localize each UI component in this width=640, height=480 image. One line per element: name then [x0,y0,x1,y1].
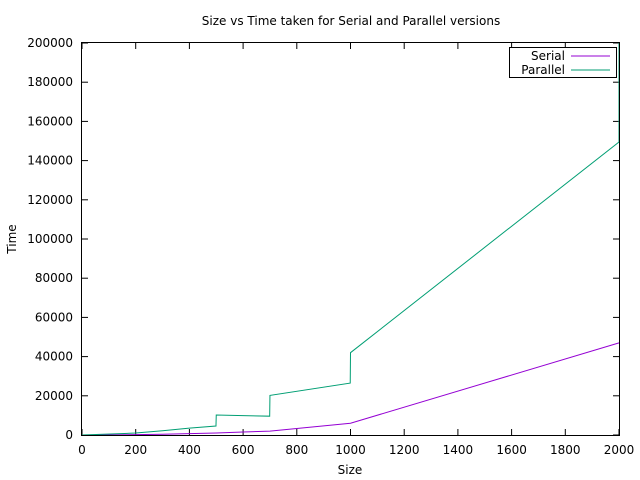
legend-label-serial: Serial [531,49,565,63]
y-tick-label: 40000 [35,350,73,364]
y-axis-label: Time [5,224,19,254]
y-tick-label: 20000 [35,389,73,403]
x-tick-label: 1000 [335,443,366,457]
legend-label-parallel: Parallel [521,63,565,77]
series-line-serial [81,342,620,436]
x-tick-label: 2000 [604,443,635,457]
series-lines [81,43,620,436]
x-tick-label: 800 [285,443,308,457]
y-tick-label: 140000 [27,154,73,168]
x-tick-label: 200 [124,443,147,457]
plot-frame [81,42,620,436]
legend-box [509,47,617,78]
y-tick-label: 160000 [27,114,73,128]
y-tick-label: 200000 [27,36,73,50]
y-tick-label: 80000 [35,271,73,285]
x-tick-label: 1600 [496,443,527,457]
x-tick-label: 600 [232,443,255,457]
x-axis-label: Size [338,463,363,477]
chart-title: Size vs Time taken for Serial and Parall… [202,14,500,28]
y-tick-label: 0 [65,428,73,442]
x-tick-label: 1400 [443,443,474,457]
axis-ticks: 0 200 400 600 800 1000 1200 1400 1600 1800 2000020… [27,36,634,457]
x-tick-label: 0 [78,443,86,457]
y-tick-label: 100000 [27,232,73,246]
y-tick-label: 120000 [27,193,73,207]
x-tick-label: 1800 [550,443,581,457]
x-tick-label: 400 [178,443,201,457]
y-tick-label: 60000 [35,310,73,324]
y-tick-label: 180000 [27,75,73,89]
series-line-parallel [81,43,620,436]
x-tick-label: 1200 [389,443,420,457]
